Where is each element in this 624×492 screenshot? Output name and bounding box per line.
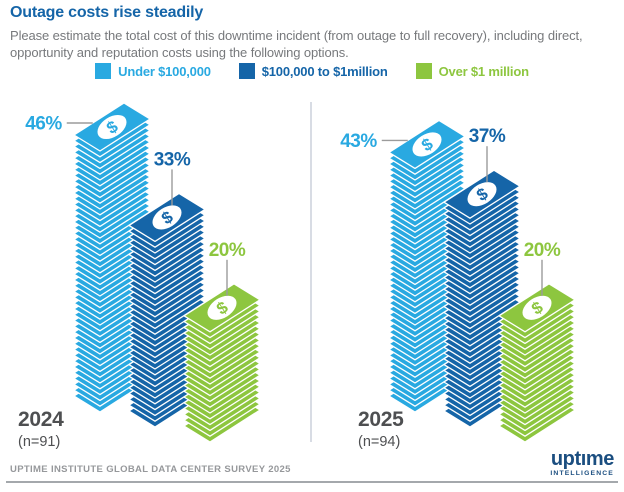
bill-ellipse xyxy=(152,205,182,230)
legend-item-100k-to-1m: $100,000 to $1million xyxy=(238,63,388,79)
chart-legend: Under $100,000 $100,000 to $1million Ove… xyxy=(0,63,624,79)
value-label-2024-1: 33% xyxy=(154,149,191,206)
legend-label-over-1m: Over $1 million xyxy=(438,63,529,79)
legend-swatch-100k-to-1m xyxy=(238,63,255,79)
legend-label-100k-to-1m: $100,000 to $1million xyxy=(261,63,388,79)
legend-label-under-100k: Under $100,000 xyxy=(118,63,211,79)
logo-brand-text: uptıme xyxy=(550,448,615,470)
value-label-2024-0: 46% xyxy=(25,114,93,135)
legend-item-over-1m: Over $1 million xyxy=(415,63,529,79)
svg-text:33%: 33% xyxy=(154,149,191,170)
bottom-divider xyxy=(6,481,618,483)
year-2025-sample-size: (n=94) xyxy=(358,434,401,450)
figure-header: Outage costs rise steadily Please estima… xyxy=(10,4,614,62)
page-title: Outage costs rise steadily xyxy=(10,4,204,21)
bill-ellipse xyxy=(522,295,552,320)
year-2024-sample-size: (n=91) xyxy=(18,434,61,450)
svg-text:46%: 46% xyxy=(25,114,62,135)
year-2024-text: 2024 xyxy=(18,408,64,431)
group-label-2025: 2025 (n=94) xyxy=(358,408,478,450)
legend-swatch-under-100k xyxy=(95,63,112,79)
bill-ellipse xyxy=(207,295,237,320)
svg-text:43%: 43% xyxy=(340,131,377,152)
money-stack-2025-2: $ xyxy=(498,283,576,443)
bill-ellipse xyxy=(97,114,127,140)
value-label-2025-2: 20% xyxy=(524,240,561,296)
outage-cost-bar-chart: $46%$33%$20%$43%$37%$20% xyxy=(25,102,576,443)
bill-ellipse xyxy=(467,182,497,207)
money-stack-2024-2: $ xyxy=(183,283,261,443)
svg-text:20%: 20% xyxy=(209,240,246,261)
legend-item-under-100k: Under $100,000 xyxy=(95,63,211,79)
year-group-2024: $46%$33%$20% xyxy=(25,102,261,443)
group-label-2024: 2024 (n=91) xyxy=(18,408,138,450)
uptime-intelligence-logo: uptıme INTELLIGENCE xyxy=(550,449,614,477)
source-note: UPTIME INSTITUTE GLOBAL DATA CENTER SURV… xyxy=(10,464,291,475)
value-label-2025-0: 43% xyxy=(340,131,408,152)
value-label-2025-1: 37% xyxy=(469,126,506,183)
legend-swatch-over-1m xyxy=(415,63,432,79)
money-stack-2025-0: $ xyxy=(388,119,466,413)
value-label-2024-2: 20% xyxy=(209,240,246,296)
bill-ellipse xyxy=(412,132,442,157)
svg-text:20%: 20% xyxy=(524,240,561,261)
chart-area: $46% $33% $20% $43% $37% $20% 2024 (n=91) 202… xyxy=(0,92,624,455)
year-group-2025: $43%$37%$20% xyxy=(340,119,576,443)
survey-question-text: Please estimate the total cost of this d… xyxy=(10,28,583,61)
logo-tagline-text: INTELLIGENCE xyxy=(550,470,614,477)
year-2025-text: 2025 xyxy=(358,408,404,431)
svg-text:37%: 37% xyxy=(469,126,506,147)
